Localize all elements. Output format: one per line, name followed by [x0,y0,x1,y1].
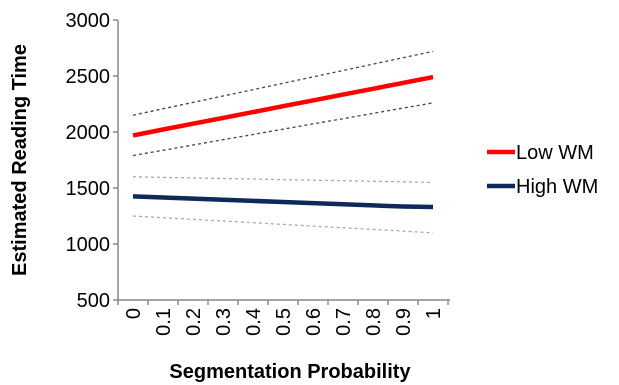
legend-label-low-wm: Low WM [516,142,594,164]
x-tick-label: 0.3 [213,308,235,336]
x-ticks: 0 0.1 0.2 0.3 0.4 0.5 0.6 0.7 0.8 0.9 1 [117,300,449,336]
x-tick-label: 0.7 [333,308,355,336]
ci-lower-low-wm [132,102,434,157]
y-axis-title: Estimated Reading Time [9,44,31,276]
confidence-bands [132,50,434,234]
ci-upper-high-wm [132,176,434,184]
axes [117,20,450,301]
series-line-high-wm [132,194,434,210]
y-tick-label: 1000 [66,234,111,256]
y-tick-label: 3000 [66,10,111,32]
x-tick-label: 0 [123,308,145,319]
legend-label-high-wm: High WM [516,176,598,198]
series-lines [132,74,434,210]
x-tick-label: 0.2 [183,308,205,336]
y-ticks: 500 1000 1500 2000 2500 3000 [66,10,118,312]
legend: Low WM High WM [487,142,598,198]
x-tick-label: 0.9 [393,308,415,336]
y-tick-label: 2500 [66,66,111,88]
x-tick-label: 0.5 [273,308,295,336]
x-tick-label: 0.8 [363,308,385,336]
y-tick-label: 2000 [66,122,111,144]
x-tick-label: 0.6 [303,308,325,336]
series-line-low-wm [132,74,434,138]
y-tick-label: 1500 [66,178,111,200]
x-tick-label: 1 [423,308,445,319]
ci-lower-high-wm [132,215,434,234]
x-tick-label: 0.1 [153,308,175,336]
x-axis-title: Segmentation Probability [169,361,411,383]
y-tick-label: 500 [77,290,110,312]
x-tick-label: 0.4 [243,308,265,336]
